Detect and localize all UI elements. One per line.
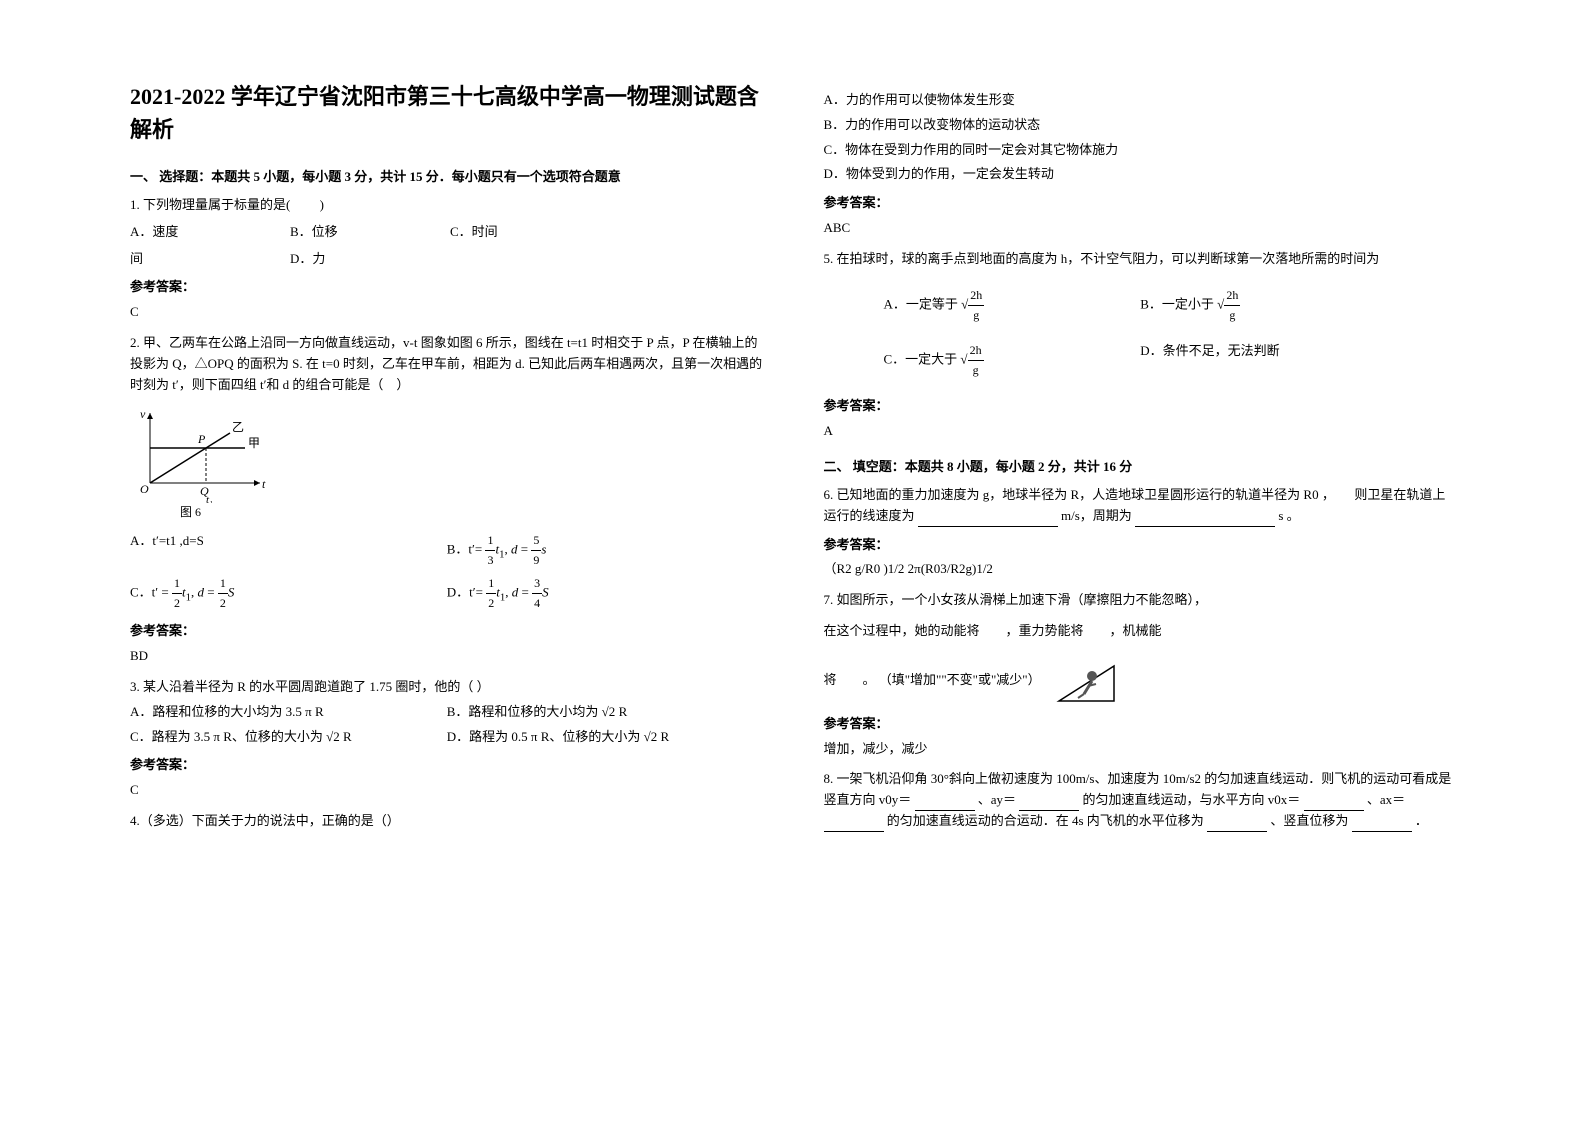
q4-optD: D．物体受到力的作用，一定会发生转动 xyxy=(824,164,1458,185)
q6-answer: （R2 g/R0 )1/2 2π(R03/R2g)1/2 xyxy=(824,559,1458,580)
q6-blank2 xyxy=(1135,513,1275,527)
q4-answer: ABC xyxy=(824,218,1458,239)
svg-text:乙: 乙 xyxy=(232,420,244,434)
q5-answer: A xyxy=(824,421,1458,442)
q8-text: 8. 一架飞机沿仰角 30°斜向上做初速度为 100m/s、加速度为 10m/s… xyxy=(824,769,1458,831)
q7-text1: 7. 如图所示，一个小女孩从滑梯上加速下滑（摩擦阻力不能忽略）， xyxy=(824,590,1458,611)
q2-optA: A．t′=t1 ,d=S xyxy=(130,531,447,570)
q1-options-2: 间 D．力 xyxy=(130,249,764,270)
slide-figure-icon xyxy=(1054,656,1124,706)
q3-text: 3. 某人沿着半径为 R 的水平圆周跑道跑了 1.75 圈时，他的（ ） xyxy=(130,677,764,698)
q8-blank5 xyxy=(1207,818,1267,832)
svg-text:v: v xyxy=(140,407,146,421)
q2-figure: v t O P Q t₁ 乙 甲 图 6 xyxy=(130,403,764,522)
question-3: 3. 某人沿着半径为 R 的水平圆周跑道跑了 1.75 圈时，他的（ ） A．路… xyxy=(130,677,764,801)
question-5: 5. 在拍球时，球的离手点到地面的高度为 h，不计空气阻力，可以判断球第一次落地… xyxy=(824,249,1458,442)
q8-blank3 xyxy=(1304,797,1364,811)
q2-answer: BD xyxy=(130,646,764,667)
section1-header: 一、 选择题：本题共 5 小题，每小题 3 分，共计 15 分．每小题只有一个选… xyxy=(130,166,764,185)
q5-answer-label: 参考答案： xyxy=(824,396,1458,417)
q7-text3: 将 。 （填"增加""不变"或"减少"） xyxy=(824,656,1458,706)
q6-text: 6. 已知地面的重力加速度为 g，地球半径为 R，人造地球卫星圆形运行的轨道半径… xyxy=(824,485,1458,527)
q7-text2: 在这个过程中，她的动能将 ，重力势能将 ，机械能 xyxy=(824,621,1458,642)
q1-answer: C xyxy=(130,302,764,323)
left-column: 2021-2022 学年辽宁省沈阳市第三十七高级中学高一物理测试题含解析 一、 … xyxy=(100,80,794,1082)
page-title: 2021-2022 学年辽宁省沈阳市第三十七高级中学高一物理测试题含解析 xyxy=(130,80,764,146)
q2-opts-row1: A．t′=t1 ,d=S B．t′= 13t1, d = 59s xyxy=(130,531,764,570)
q3-answer: C xyxy=(130,780,764,801)
q1-optA: A．速度 xyxy=(130,222,230,243)
q8-blank1 xyxy=(915,797,975,811)
question-4-body: A．力的作用可以使物体发生形变 B．力的作用可以改变物体的运动状态 C．物体在受… xyxy=(824,90,1458,239)
q6-answer-label: 参考答案： xyxy=(824,535,1458,556)
q5-optB: B．一定小于 √2hg xyxy=(1140,286,1457,325)
question-7: 7. 如图所示，一个小女孩从滑梯上加速下滑（摩擦阻力不能忽略）， 在这个过程中，… xyxy=(824,590,1458,759)
q5-optC: C．一定大于 √2hg xyxy=(824,341,1141,380)
q7-answer-label: 参考答案： xyxy=(824,714,1458,735)
q5-row1: A．一定等于 √2hg B．一定小于 √2hg xyxy=(824,286,1458,325)
q3-optD: D．路程为 0.5 π R、位移的大小为 √2 R xyxy=(447,727,764,748)
q3-row2: C．路程为 3.5 π R、位移的大小为 √2 R D．路程为 0.5 π R、… xyxy=(130,727,764,748)
svg-text:甲: 甲 xyxy=(248,436,260,450)
q3-row1: A．路程和位移的大小均为 3.5 π R B．路程和位移的大小均为 √2 R xyxy=(130,702,764,723)
q8-blank6 xyxy=(1352,818,1412,832)
question-2: 2. 甲、乙两车在公路上沿同一方向做直线运动，v-t 图象如图 6 所示，图线在… xyxy=(130,333,764,667)
q5-optA: A．一定等于 √2hg xyxy=(824,286,1141,325)
q1-options: A．速度 B．位移 C．时间 xyxy=(130,222,764,243)
q3-optC: C．路程为 3.5 π R、位移的大小为 √2 R xyxy=(130,727,447,748)
question-4-lead: 4.（多选）下面关于力的说法中，正确的是（） xyxy=(130,811,764,832)
q4-optA: A．力的作用可以使物体发生形变 xyxy=(824,90,1458,111)
vt-graph-icon: v t O P Q t₁ 乙 甲 xyxy=(130,403,270,503)
q1-optD: D．力 xyxy=(290,249,390,270)
q8-blank4 xyxy=(824,818,884,832)
svg-text:t₁: t₁ xyxy=(206,494,213,503)
q5-optD: D．条件不足，无法判断 xyxy=(1140,341,1457,380)
q3-optA: A．路程和位移的大小均为 3.5 π R xyxy=(130,702,447,723)
question-1: 1. 下列物理量属于标量的是( ) A．速度 B．位移 C．时间 间 D．力 参… xyxy=(130,195,764,323)
q4-optC: C．物体在受到力作用的同时一定会对其它物体施力 xyxy=(824,140,1458,161)
q7-answer: 增加，减少，减少 xyxy=(824,739,1458,760)
q2-optD: D．t′= 12t1, d = 34S xyxy=(447,574,764,613)
svg-text:O: O xyxy=(140,482,149,496)
svg-text:t: t xyxy=(262,477,266,491)
question-8: 8. 一架飞机沿仰角 30°斜向上做初速度为 100m/s、加速度为 10m/s… xyxy=(824,769,1458,831)
q2-opts-row2: C．t′ = 12t1, d = 12S D．t′= 12t1, d = 34S xyxy=(130,574,764,613)
q2-figure-label: 图 6 xyxy=(180,503,764,522)
question-6: 6. 已知地面的重力加速度为 g，地球半径为 R，人造地球卫星圆形运行的轨道半径… xyxy=(824,485,1458,580)
q8-blank2 xyxy=(1019,797,1079,811)
q2-text: 2. 甲、乙两车在公路上沿同一方向做直线运动，v-t 图象如图 6 所示，图线在… xyxy=(130,333,764,395)
section2-header: 二、 填空题：本题共 8 小题，每小题 2 分，共计 16 分 xyxy=(824,456,1458,475)
svg-text:P: P xyxy=(197,432,206,446)
q2-optB: B．t′= 13t1, d = 59s xyxy=(447,531,764,570)
q1-text: 1. 下列物理量属于标量的是( ) xyxy=(130,195,764,216)
q3-optB: B．路程和位移的大小均为 √2 R xyxy=(447,702,764,723)
q4-text: 4.（多选）下面关于力的说法中，正确的是（） xyxy=(130,811,764,832)
q1-optB: B．位移 xyxy=(290,222,390,243)
q5-text: 5. 在拍球时，球的离手点到地面的高度为 h，不计空气阻力，可以判断球第一次落地… xyxy=(824,249,1458,270)
q1-answer-label: 参考答案： xyxy=(130,277,764,298)
q2-answer-label: 参考答案： xyxy=(130,621,764,642)
q1-optC: C．时间 xyxy=(450,222,550,243)
q6-blank1 xyxy=(918,513,1058,527)
q5-row2: C．一定大于 √2hg D．条件不足，无法判断 xyxy=(824,341,1458,380)
q1-optD-prefix: 间 xyxy=(130,249,230,270)
q4-optB: B．力的作用可以改变物体的运动状态 xyxy=(824,115,1458,136)
q3-answer-label: 参考答案： xyxy=(130,755,764,776)
q4-answer-label: 参考答案： xyxy=(824,193,1458,214)
q2-optC: C．t′ = 12t1, d = 12S xyxy=(130,574,447,613)
right-column: A．力的作用可以使物体发生形变 B．力的作用可以改变物体的运动状态 C．物体在受… xyxy=(794,80,1488,1082)
